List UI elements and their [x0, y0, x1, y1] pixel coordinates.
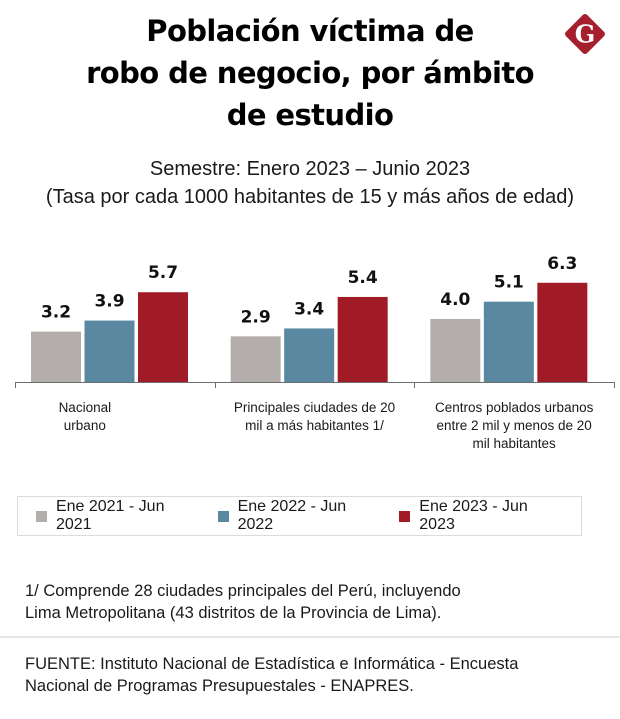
bar [230, 336, 281, 382]
footnote-line: 1/ Comprende 28 ciudades principales del… [25, 582, 461, 600]
data-label: 6.3 [547, 254, 577, 274]
bar [537, 282, 588, 382]
bar [31, 331, 81, 382]
data-label: 3.4 [294, 299, 324, 319]
bar [138, 292, 188, 382]
subtitle-line: (Tasa por cada 1000 habitantes de 15 y m… [45, 186, 575, 208]
legend-swatch [399, 510, 411, 522]
data-label: 5.1 [494, 273, 524, 293]
brand-g-diamond-icon: G [565, 14, 605, 54]
category-label: Centros poblados urbanos [435, 400, 594, 415]
legend-item-2023: Ene 2023 - Jun 2023 [399, 498, 567, 534]
bar [337, 296, 388, 382]
brand-logo: G [561, 10, 609, 58]
legend-swatch [36, 510, 47, 522]
category-label: mil habitantes [473, 436, 557, 451]
category-label: entre 2 mil y menos de 20 [436, 418, 591, 433]
footnote-line: Lima Metropolitana (43 distritos de la P… [25, 604, 442, 622]
logo-letter: G [575, 20, 596, 49]
legend-label: Ene 2023 - Jun 2023 [419, 498, 528, 533]
title-line: de estudio [226, 98, 394, 132]
bar [284, 328, 335, 382]
category-label: mil a más habitantes 1/ [245, 418, 384, 433]
legend-item-2022: Ene 2022 - Jun 2022 [217, 498, 386, 534]
legend-label: Ene 2021 - Jun 2021 [55, 498, 165, 533]
source-note: FUENTE: Instituto Nacional de Estadístic… [25, 653, 605, 697]
title-line: robo de negocio, por ámbito [86, 56, 534, 90]
title-line: Población víctima de [146, 14, 474, 48]
subtitle-line: Semestre: Enero 2023 – Junio 2023 [149, 158, 471, 180]
source-line: FUENTE: Instituto Nacional de Estadístic… [25, 655, 519, 673]
category-label: Principales ciudades de 20 [234, 400, 395, 415]
data-label: 5.4 [348, 268, 378, 288]
category-label: urbano [64, 418, 106, 433]
chart-title: Población víctima de robo de negocio, po… [60, 10, 560, 136]
bar [84, 320, 135, 382]
legend-swatch [217, 510, 229, 522]
legend-item-2021: Ene 2021 - Jun 2021 [36, 498, 204, 534]
data-label: 3.9 [94, 292, 124, 312]
bar-chart: 3.2 3.9 5.7 Nacional urbano 2.9 3.4 5.4 Principa… [15, 254, 615, 451]
data-label: 3.2 [41, 303, 71, 323]
data-label: 4.0 [440, 290, 470, 310]
bar [430, 319, 481, 382]
data-label: 5.7 [148, 263, 178, 283]
logo-diamond [565, 14, 605, 54]
chart-subtitle: Semestre: Enero 2023 – Junio 2023 (Tasa … [0, 155, 620, 211]
category-label: Nacional [59, 400, 112, 415]
data-label: 2.9 [241, 307, 271, 327]
bar [483, 301, 534, 382]
source-line: Nacional de Programas Presupuestales - E… [25, 677, 414, 695]
chart-legend: Ene 2021 - Jun 2021 Ene 2022 - Jun 2022 … [17, 496, 582, 536]
divider [0, 636, 620, 638]
footnote: 1/ Comprende 28 ciudades principales del… [25, 580, 605, 624]
legend-label: Ene 2022 - Jun 2022 [237, 498, 347, 533]
